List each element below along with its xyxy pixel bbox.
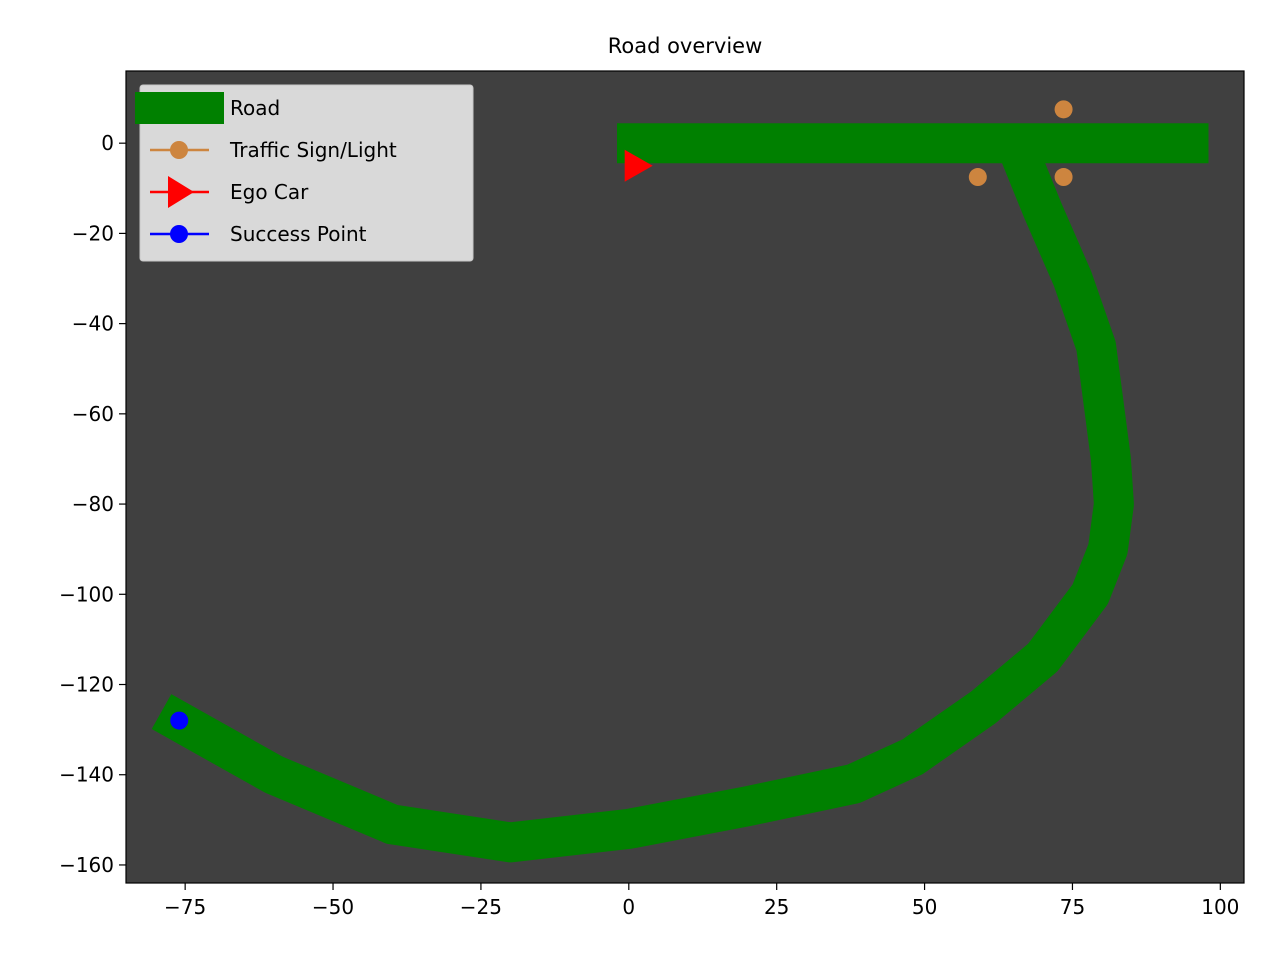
y-tick-label: −140 (59, 763, 114, 787)
legend-marker (170, 225, 188, 243)
y-tick-label: −20 (72, 221, 114, 245)
legend-label: Success Point (230, 222, 367, 246)
x-tick-label: −75 (164, 895, 206, 919)
plot-frame (125, 70, 1245, 884)
y-tick-label: −40 (72, 312, 114, 336)
x-tick-label: 0 (622, 895, 635, 919)
y-tick-label: 0 (101, 131, 114, 155)
legend-ego-car-swatch (168, 176, 194, 208)
success-point-marker (170, 711, 189, 730)
legend-label: Road (230, 96, 280, 120)
road-segment (151, 144, 1134, 863)
y-tick-label: −120 (59, 673, 114, 697)
traffic-sign-marker (968, 168, 987, 187)
legend-road-swatch (135, 92, 224, 124)
x-axis: −75 −50 −25 0 25 50 75 100 (164, 883, 1239, 919)
x-tick-label: −25 (460, 895, 502, 919)
legend-label: Traffic Sign/Light (229, 138, 397, 162)
x-tick-label: 75 (1060, 895, 1085, 919)
traffic-sign-marker (1054, 100, 1073, 119)
x-tick-label: 100 (1201, 895, 1239, 919)
legend-box (139, 84, 474, 262)
traffic-sign-marker (1054, 168, 1073, 187)
legend-label: Ego Car (230, 180, 309, 204)
legend-marker (170, 141, 188, 159)
chart-title: Road overview (608, 34, 763, 58)
x-tick-label: −50 (312, 895, 354, 919)
y-tick-label: −80 (72, 492, 114, 516)
series-layer (151, 100, 1209, 863)
ego-car-marker (624, 149, 653, 182)
y-tick-label: −160 (59, 853, 114, 877)
y-axis: 0 −20 −40 −60 −80 −100 −120 −140 −160 (59, 131, 126, 877)
legend: Road Traffic Sign/Light Ego Car Success Poi… (135, 84, 474, 262)
y-tick-label: −100 (59, 582, 114, 606)
x-tick-label: 50 (912, 895, 937, 919)
y-tick-label: −60 (72, 402, 114, 426)
x-tick-label: 25 (764, 895, 789, 919)
